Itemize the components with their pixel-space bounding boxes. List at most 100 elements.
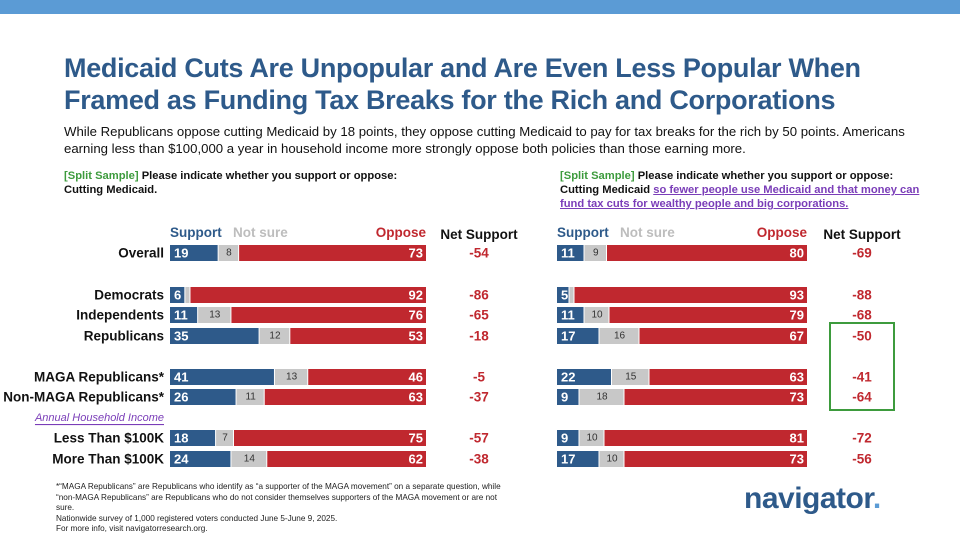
net-support-header: Net Support bbox=[440, 227, 518, 242]
bar-support bbox=[557, 287, 569, 303]
bar-oppose bbox=[231, 307, 426, 323]
bar-support bbox=[170, 430, 216, 446]
value-oppose: 73 bbox=[790, 390, 804, 405]
bar-oppose bbox=[308, 369, 426, 385]
value-support: 11 bbox=[561, 308, 575, 323]
value-support: 19 bbox=[174, 246, 188, 261]
net-support-value: -41 bbox=[852, 370, 872, 385]
value-oppose: 63 bbox=[790, 370, 804, 385]
bar-not-sure bbox=[216, 430, 233, 446]
net-support-value: -18 bbox=[469, 329, 489, 344]
value-oppose: 73 bbox=[409, 246, 423, 261]
value-oppose: 81 bbox=[790, 431, 804, 446]
bar-support bbox=[557, 369, 611, 385]
value-oppose: 63 bbox=[409, 390, 423, 405]
value-not-sure: 9 bbox=[593, 248, 599, 259]
bar-not-sure bbox=[185, 287, 190, 303]
net-support-value: -69 bbox=[852, 246, 872, 261]
net-support-value: -37 bbox=[469, 390, 489, 405]
value-not-sure: 10 bbox=[606, 454, 618, 465]
bar-oppose bbox=[234, 430, 426, 446]
bar-not-sure bbox=[259, 328, 290, 344]
net-support-value: -86 bbox=[469, 288, 489, 303]
left-question-prompt: [Split Sample] Please indicate whether y… bbox=[64, 169, 464, 197]
value-not-sure: 15 bbox=[625, 372, 637, 383]
net-support-header: Net Support bbox=[823, 227, 901, 242]
prompt-text: Please indicate whether you support or o… bbox=[634, 170, 894, 182]
bar-oppose bbox=[190, 287, 426, 303]
right-question-prompt: [Split Sample] Please indicate whether y… bbox=[560, 169, 940, 211]
value-not-sure: 8 bbox=[226, 248, 232, 259]
annual-income-section-label: Annual Household Income bbox=[34, 412, 164, 424]
value-support: 22 bbox=[561, 370, 575, 385]
value-oppose: 80 bbox=[790, 246, 804, 261]
value-oppose: 53 bbox=[409, 329, 423, 344]
bar-oppose bbox=[624, 451, 807, 467]
bar-not-sure bbox=[198, 307, 231, 323]
row-label: Republicans bbox=[84, 329, 164, 344]
net-support-value: -5 bbox=[473, 370, 485, 385]
bar-not-sure bbox=[236, 389, 264, 405]
navigator-logo: navigator. bbox=[744, 482, 881, 515]
legend-support: Support bbox=[170, 225, 222, 240]
value-oppose: 62 bbox=[409, 452, 423, 467]
bar-oppose bbox=[604, 430, 807, 446]
prompt-text: Please indicate whether you support or o… bbox=[138, 170, 398, 182]
slide-title: Medicaid Cuts Are Unpopular and Are Even… bbox=[64, 53, 861, 115]
bar-support bbox=[557, 245, 584, 261]
value-support: 41 bbox=[174, 370, 188, 385]
footnote-more-info: For more info, visit navigatorresearch.o… bbox=[56, 524, 208, 533]
legend-oppose: Oppose bbox=[376, 225, 427, 240]
bar-oppose bbox=[239, 245, 426, 261]
net-support-value: -57 bbox=[469, 431, 489, 446]
value-oppose: 76 bbox=[409, 308, 423, 323]
bar-not-sure bbox=[231, 451, 267, 467]
value-support: 17 bbox=[561, 329, 575, 344]
bar-not-sure bbox=[612, 369, 649, 385]
value-support: 35 bbox=[174, 329, 188, 344]
net-support-value: -38 bbox=[469, 452, 489, 467]
bar-oppose bbox=[649, 369, 807, 385]
net-support-value: -88 bbox=[852, 288, 872, 303]
legend-not-sure: Not sure bbox=[620, 225, 675, 240]
value-not-sure: 12 bbox=[269, 331, 281, 342]
value-support: 5 bbox=[561, 288, 568, 303]
value-support: 18 bbox=[174, 431, 188, 446]
value-not-sure: 13 bbox=[209, 310, 221, 321]
value-not-sure: 18 bbox=[596, 392, 608, 403]
value-oppose: 46 bbox=[409, 370, 423, 385]
bar-not-sure bbox=[274, 369, 308, 385]
bar-oppose bbox=[639, 328, 807, 344]
row-label: More Than $100K bbox=[52, 452, 164, 467]
bar-not-sure bbox=[599, 451, 624, 467]
row-label: Independents bbox=[76, 308, 164, 323]
bar-not-sure bbox=[584, 245, 606, 261]
net-support-value: -68 bbox=[852, 308, 872, 323]
bar-oppose bbox=[574, 287, 807, 303]
value-support: 9 bbox=[561, 431, 568, 446]
prompt-statement: Cutting Medicaid bbox=[560, 184, 654, 196]
bar-not-sure bbox=[579, 430, 604, 446]
prompt-framing-link[interactable]: so fewer people use Medicaid and that mo… bbox=[560, 184, 920, 210]
footnotes: *“MAGA Republicans” are Republicans who … bbox=[56, 482, 516, 535]
value-support: 11 bbox=[174, 308, 188, 323]
legend-not-sure: Not sure bbox=[233, 225, 288, 240]
row-label: Less Than $100K bbox=[54, 431, 165, 446]
bar-oppose bbox=[624, 389, 807, 405]
top-accent-bar bbox=[0, 0, 960, 14]
bar-support bbox=[170, 287, 185, 303]
row-label: Democrats bbox=[94, 288, 164, 303]
value-oppose: 67 bbox=[790, 329, 804, 344]
bar-oppose bbox=[290, 328, 426, 344]
bar-oppose bbox=[607, 245, 807, 261]
row-label: Non-MAGA Republicans* bbox=[3, 390, 165, 405]
value-not-sure: 11 bbox=[245, 392, 256, 403]
value-support: 17 bbox=[561, 452, 575, 467]
highlight-box bbox=[829, 322, 895, 411]
bar-support bbox=[557, 328, 599, 344]
value-not-sure: 10 bbox=[586, 433, 598, 444]
value-oppose: 93 bbox=[790, 288, 804, 303]
bar-support bbox=[557, 389, 579, 405]
value-not-sure: 14 bbox=[244, 454, 256, 465]
